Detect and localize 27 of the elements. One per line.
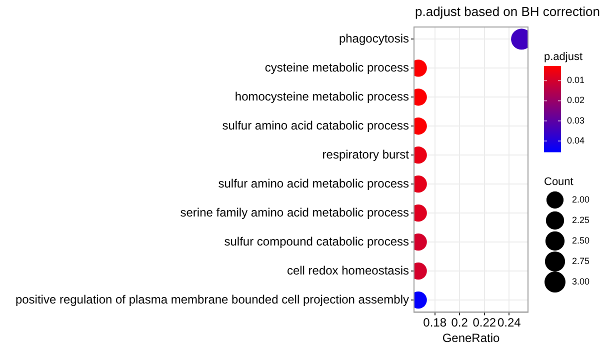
x-tick-label: 0.24 [497,316,522,330]
color-bar-label: 0.03 [567,115,585,126]
y-tick-label: cysteine metabolic process [264,60,409,74]
legend-label: 2.50 [572,235,590,246]
y-tick-label: sulfur amino acid metabolic process [218,176,409,190]
y-tick-label: homocysteine metabolic process [234,89,409,104]
y-tick-label: positive regulation of plasma membrane bounded cell projection assembly [15,292,409,306]
y-tick-label: sulfur amino acid catabolic process [222,118,409,132]
x-axis-title: GeneRatio [442,331,500,346]
y-tick-label: phagocytosis [338,31,409,46]
chart-title: p.adjust based on BH correction [415,4,600,19]
y-tick-label: respiratory burst [322,147,410,162]
legend-label: 2.75 [572,256,590,266]
y-tick-label: cell redox homeostasis [286,263,409,278]
y-tick-label: sulfur compound catabolic process [224,234,409,248]
x-tick-label: 0.22 [472,316,496,330]
color-bar-label: 0.04 [567,135,585,146]
legend-label: 2.00 [572,194,590,204]
color-bar-title: p.adjust [544,51,583,63]
color-bar-label: 0.01 [567,75,585,86]
legend-label: 3.00 [572,276,590,286]
legend-label: 2.25 [572,214,590,225]
legend-title: Count [544,176,574,188]
color-bar-label: 0.02 [567,95,585,106]
y-tick-label: serine family amino acid metabolic process [180,205,409,220]
x-tick-label: 0.2 [451,316,468,330]
x-tick-label: 0.18 [423,316,447,330]
